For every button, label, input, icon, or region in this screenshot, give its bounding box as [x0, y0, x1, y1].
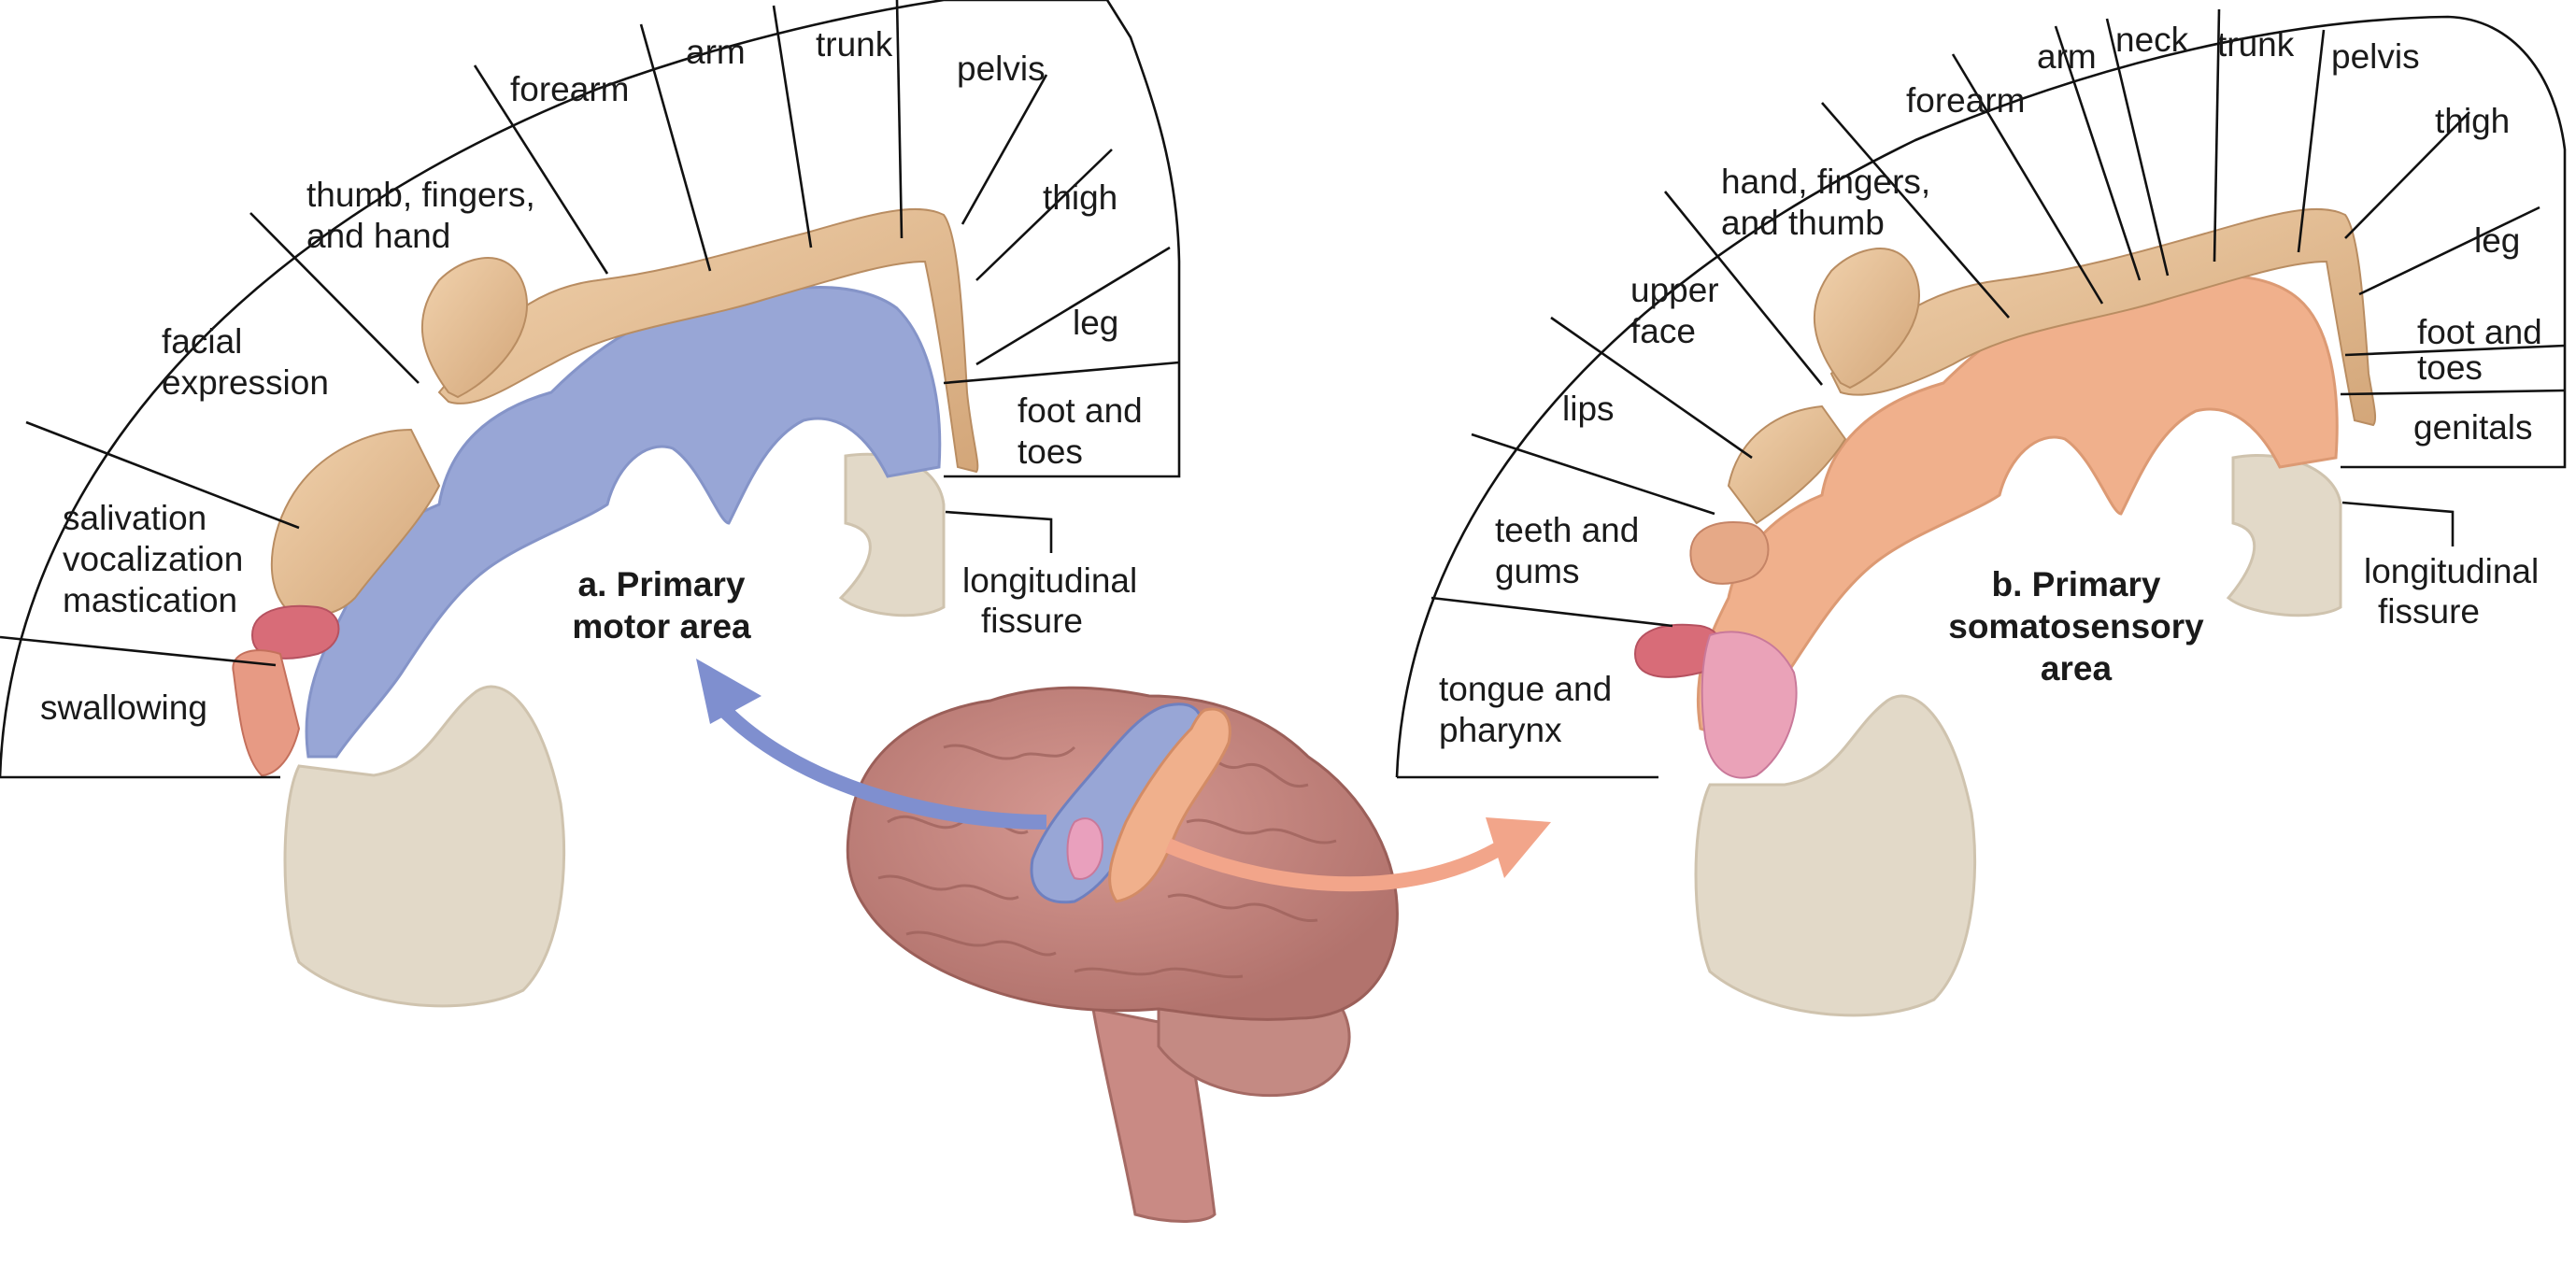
sensory-sector-label-6: arm [2037, 37, 2097, 76]
sensory-spoke-5 [1951, 53, 2104, 305]
sensory-spoke-0 [1430, 596, 1673, 628]
sensory-sector-label-1: teeth and gums [1495, 511, 1639, 590]
sensory-cortex-band [1696, 275, 2339, 740]
motor-hand [420, 257, 528, 399]
sensory-spoke-3 [1663, 191, 1824, 386]
motor-sector-label-9: leg [1073, 304, 1118, 342]
sensory-fan-labels: tongue and pharynx teeth and gums lips upper f… [1439, 21, 2542, 749]
motor-fan-labels: swallowing salivation vocalization masticat… [40, 25, 1143, 727]
sensory-homunculus-body [1829, 207, 2377, 427]
sensory-lips [1689, 521, 1770, 585]
sensory-sector-label-9: pelvis [2331, 37, 2420, 76]
sensory-fissure-tissue [2226, 453, 2342, 617]
motor-arrow [696, 659, 1047, 830]
brain-pink-area [1066, 817, 1104, 880]
sensory-fissure-line1: longitudinal [2364, 552, 2539, 590]
sensory-spoke-10 [2344, 111, 2470, 239]
motor-fan-outline [0, 0, 1181, 778]
motor-sector-label-8: thigh [1043, 178, 1117, 217]
brain-sensory-strip [1108, 707, 1231, 903]
motor-panel [232, 207, 979, 1008]
sensory-white-matter [1694, 694, 1977, 1017]
sensory-title-line3: area [2041, 649, 2113, 688]
sensory-sector-label-2: lips [1562, 390, 1615, 428]
motor-sector-label-4: forearm [510, 70, 629, 108]
motor-homunculus-body [437, 207, 979, 474]
motor-spoke-6 [895, 0, 904, 239]
sensory-sector-label-7: neck [2115, 21, 2189, 59]
motor-cortex-band [305, 286, 942, 759]
sensory-title-line2: somatosensory [1948, 607, 2204, 646]
sensory-label-fan: tongue and pharynx teeth and gums lips upper f… [1395, 8, 2567, 779]
sensory-sector-label-3: upper face [1630, 271, 1719, 350]
motor-spoke-2 [249, 212, 420, 384]
motor-fissure-callout: longitudinal fissure [945, 510, 1137, 640]
sensory-panel [1633, 207, 2377, 1017]
motor-spoke-0 [0, 635, 277, 667]
sensory-spoke-9 [2297, 29, 2326, 253]
motor-spoke-4 [639, 23, 712, 272]
sensory-spoke-1 [1471, 433, 1715, 516]
motor-sector-label-7: pelvis [957, 50, 1046, 88]
motor-fissure-tissue [838, 452, 946, 617]
sensory-sector-label-4: hand, fingers, and thumb [1721, 163, 1930, 242]
motor-spoke-7 [961, 74, 1048, 225]
sensory-spoke-12 [2344, 344, 2566, 357]
sensory-spoke-11 [2358, 206, 2540, 296]
motor-sector-label-1: salivation vocalization mastication [63, 499, 243, 619]
motor-title-line1: a. Primary [578, 565, 746, 603]
sensory-spoke-2 [1550, 316, 1753, 460]
sensory-sector-label-13: genitals [2413, 408, 2533, 447]
sensory-spoke-6 [2054, 25, 2142, 281]
motor-spoke-5 [772, 5, 813, 248]
center-brain [846, 686, 1399, 1223]
sensory-face [1727, 404, 1847, 525]
motor-title: a. Primary motor area [572, 565, 751, 646]
motor-title-line2: motor area [572, 607, 751, 646]
sensory-title-line1: b. Primary [1992, 565, 2161, 603]
motor-label-fan: swallowing salivation vocalization masticat… [0, 0, 1181, 779]
sensory-spoke-8 [2213, 8, 2221, 262]
sensory-sector-label-0: tongue and pharynx [1439, 670, 1612, 749]
motor-spoke-9 [975, 246, 1171, 366]
sensory-spoke-7 [2105, 18, 2170, 277]
motor-fissure-line2: fissure [981, 602, 1083, 640]
sensory-fan-spokes [1430, 8, 2566, 628]
sensory-hand [1813, 248, 1920, 390]
motor-face [270, 428, 441, 617]
motor-fissure-leader [945, 510, 1053, 553]
motor-sector-label-2: facial expression [162, 322, 329, 402]
sensory-spoke-13 [2340, 389, 2566, 396]
motor-throat [232, 649, 301, 777]
sensory-sector-label-5: forearm [1906, 81, 2025, 120]
sensory-spoke-4 [1821, 102, 2010, 319]
sensory-fissure-line2: fissure [2378, 592, 2480, 631]
motor-sector-label-10: foot and toes [1018, 391, 1143, 471]
motor-sector-label-0: swallowing [40, 688, 207, 727]
sensory-arrow [1164, 817, 1551, 892]
sensory-pharynx [1701, 631, 1798, 779]
sensory-fissure-leader [2341, 501, 2455, 546]
motor-spoke-3 [473, 64, 609, 275]
motor-sector-label-3: thumb, fingers, and hand [306, 176, 535, 255]
motor-sector-label-5: arm [686, 33, 746, 71]
sensory-title: b. Primary somatosensory area [1948, 565, 2204, 688]
sensory-fissure-callout: longitudinal fissure [2341, 501, 2539, 631]
motor-white-matter [283, 685, 566, 1008]
sensory-fan-outline [1395, 15, 2567, 778]
motor-sector-label-6: trunk [816, 25, 893, 64]
sensory-sector-label-10: thigh [2435, 102, 2510, 140]
sensory-sector-label-11: leg [2474, 221, 2520, 260]
motor-fissure-line1: longitudinal [962, 561, 1137, 600]
motor-spoke-1 [25, 420, 300, 530]
motor-spoke-10 [943, 361, 1180, 385]
motor-spoke-8 [975, 149, 1113, 281]
sensory-sector-label-8: trunk [2217, 25, 2295, 64]
sensory-sector-label-12: foot and toes [2417, 313, 2542, 387]
motor-fan-spokes [0, 0, 1180, 667]
